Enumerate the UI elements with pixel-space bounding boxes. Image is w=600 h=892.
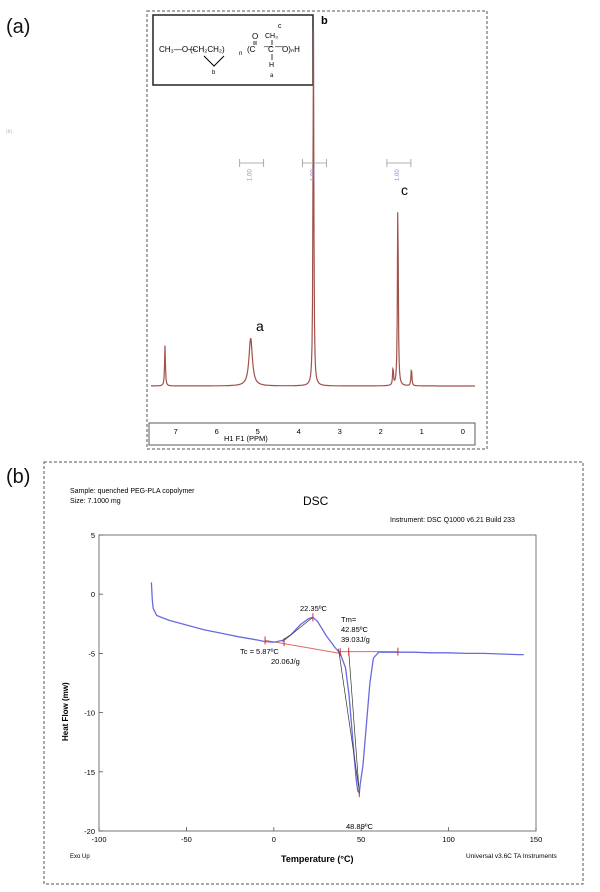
struct-oh: O)ₙH xyxy=(282,45,300,54)
struct-ch3: CH₃ xyxy=(265,33,278,40)
dsc-ytick-0: 5 xyxy=(91,531,95,540)
dsc-xtick-0: -100 xyxy=(91,835,106,844)
dsc-ytick-3: -10 xyxy=(84,709,95,718)
struct-c-label: c xyxy=(278,23,282,30)
dsc-instrument: Instrument: DSC Q1000 v6.21 Build 233 xyxy=(390,517,515,524)
struct-c-methine: C xyxy=(268,45,274,54)
dsc-ytick-5: -20 xyxy=(84,827,95,836)
faint-mark: (b) xyxy=(6,129,12,135)
dsc-ytick-4: -15 xyxy=(84,768,95,777)
nmr-integral-0: 1.00 xyxy=(239,159,265,181)
dsc-peak-min-label: 48.89ºC xyxy=(346,822,374,831)
dsc-axes xyxy=(98,534,537,832)
nmr-xtick-1: 6 xyxy=(215,427,219,436)
dsc-xtick-3: 50 xyxy=(357,835,365,844)
dsc-frame xyxy=(43,461,584,885)
panel-a-label: (a) xyxy=(6,16,31,38)
nmr-xtick-7: 0 xyxy=(461,427,465,436)
dsc-exo-up: Exo Up xyxy=(70,854,90,860)
nmr-xtick-4: 3 xyxy=(338,427,342,436)
nmr-xtick-6: 1 xyxy=(420,427,424,436)
struct-dash: — xyxy=(264,42,272,51)
dsc-tm-value: 42.85ºC xyxy=(341,625,369,634)
struct-ch3o: CH₃—O— xyxy=(159,45,196,54)
dsc-peak-top-label: 22.35ºC xyxy=(300,604,328,613)
dsc-ylabel: Heat Flow (mw) xyxy=(61,682,70,741)
struct-dash2: — xyxy=(275,42,283,51)
nmr-integral-1: 1.00 xyxy=(302,159,327,181)
nmr-xlabel: H1 F1 (PPM) xyxy=(224,434,268,443)
struct-b-label: b xyxy=(212,70,216,76)
dsc-title: DSC xyxy=(303,494,329,508)
dsc-tm-label: Tm= xyxy=(341,615,357,624)
dsc-xtick-5: 150 xyxy=(530,835,543,844)
nmr-spectrum: (b) CH₃—O— (CH₂CH₂) n (C O — C CH₃ c — O… xyxy=(6,10,488,450)
nmr-xtick-0: 7 xyxy=(174,427,178,436)
dsc-y-ticks: 5 0 -5 -10 -15 -20 xyxy=(84,531,103,836)
dsc-xtick-2: 0 xyxy=(272,835,276,844)
nmr-integral-value-1: 1.00 xyxy=(310,169,316,181)
dsc-markers xyxy=(264,613,399,798)
dsc-x-ticks: -100 -50 0 50 100 150 xyxy=(91,827,542,844)
peak-label-b: b xyxy=(321,15,328,27)
dsc-xlabel: Temperature (°C) xyxy=(281,854,353,864)
nmr-integral-2: 1.00 xyxy=(386,159,412,181)
peak-label-a: a xyxy=(256,318,264,334)
struct-c-open: (C xyxy=(247,45,256,54)
dsc-ytick-2: -5 xyxy=(88,649,95,658)
peak-label-c: c xyxy=(401,182,408,198)
struct-a-label: a xyxy=(270,73,274,79)
nmr-xtick-3: 4 xyxy=(297,427,301,436)
dsc-size: Size: 7.1000 mg xyxy=(70,498,121,505)
panel-b-label: (b) xyxy=(6,466,31,488)
dsc-xtick-4: 100 xyxy=(442,835,455,844)
struct-h: H xyxy=(269,62,274,69)
dsc-tangent-lines xyxy=(282,617,360,794)
dsc-software: Universal v3.6C TA Instruments xyxy=(466,853,558,860)
structure-inset: CH₃—O— (CH₂CH₂) n (C O — C CH₃ c — O)ₙH … xyxy=(152,14,314,86)
dsc-curve xyxy=(150,582,524,795)
dsc-ytick-1: 0 xyxy=(91,590,95,599)
struct-n: n xyxy=(239,51,242,57)
nmr-xtick-2: 5 xyxy=(256,427,260,436)
nmr-xtick-5: 2 xyxy=(379,427,383,436)
dsc-tc-enthalpy: 20.06J/g xyxy=(271,657,300,666)
nmr-integrals: 1.00 1.00 1.00 xyxy=(239,159,412,181)
nmr-integral-value-2: 1.00 xyxy=(395,169,401,181)
dsc-tm-enthalpy: 39.03J/g xyxy=(341,635,370,644)
nmr-x-ticks: 7 6 5 4 3 2 1 0 xyxy=(174,427,465,436)
nmr-curve xyxy=(151,29,475,387)
dsc-tc-label: Tc = 5.87ºC xyxy=(240,647,279,656)
nmr-integral-value-0: 1.00 xyxy=(248,169,254,181)
dsc-xtick-1: -50 xyxy=(181,835,192,844)
struct-o: O xyxy=(252,32,258,41)
struct-ch2ch2: (CH₂CH₂) xyxy=(190,45,225,54)
dsc-sample: Sample: quenched PEG-PLA copolymer xyxy=(70,488,195,495)
nmr-axis-box xyxy=(148,422,476,446)
